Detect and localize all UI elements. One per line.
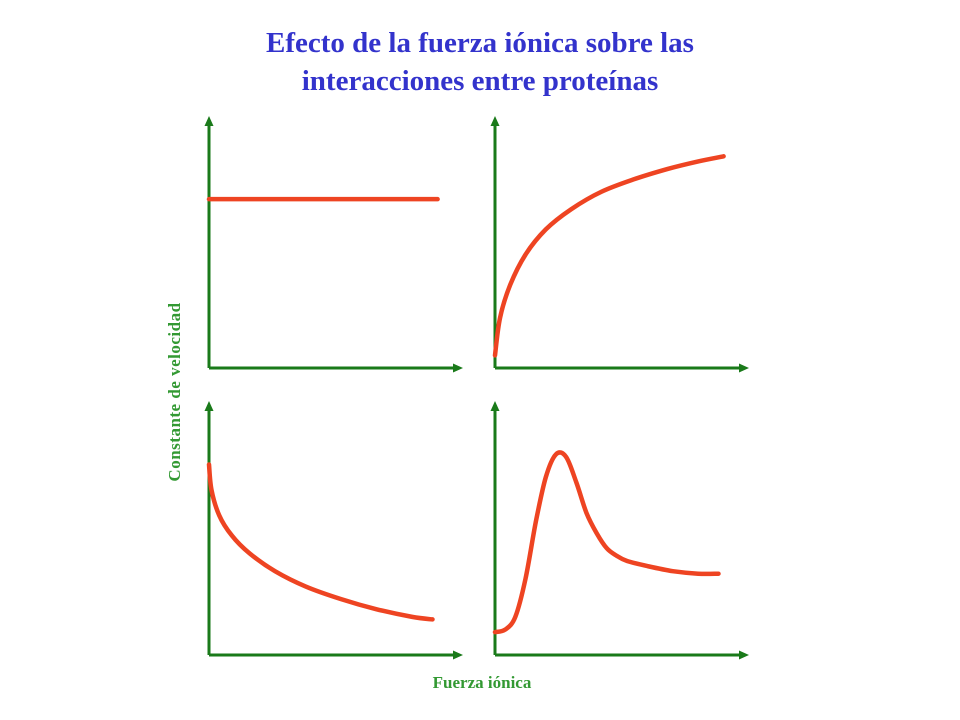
x-axis-arrow-icon <box>739 363 749 373</box>
x-axis-arrow-icon <box>739 650 749 660</box>
x-axis-arrow-icon <box>453 363 463 373</box>
x-axis-arrow-icon <box>453 650 463 660</box>
y-axis-label: Constante de velocidad <box>165 302 184 482</box>
series-line-decreasing <box>206 462 435 622</box>
series-line-peak <box>492 450 721 635</box>
y-axis-arrow-icon <box>490 116 500 126</box>
panel-top-left <box>204 116 463 373</box>
panel-bottom-left <box>204 401 463 660</box>
y-axis-arrow-icon <box>204 401 214 411</box>
chart-title-line-1: Efecto de la fuerza iónica sobre las <box>266 27 694 59</box>
series-line-increasing-saturating <box>492 154 726 358</box>
y-axis-arrow-icon <box>490 401 500 411</box>
y-axis-arrow-icon <box>204 116 214 126</box>
x-axis-label: Fuerza iónica <box>432 673 532 692</box>
panel-top-right <box>490 116 749 373</box>
chart-title: Efecto de la fuerza iónica sobre las int… <box>0 24 960 100</box>
panel-bottom-right <box>490 401 749 660</box>
chart-title-line-2: interacciones entre proteínas <box>301 65 659 97</box>
